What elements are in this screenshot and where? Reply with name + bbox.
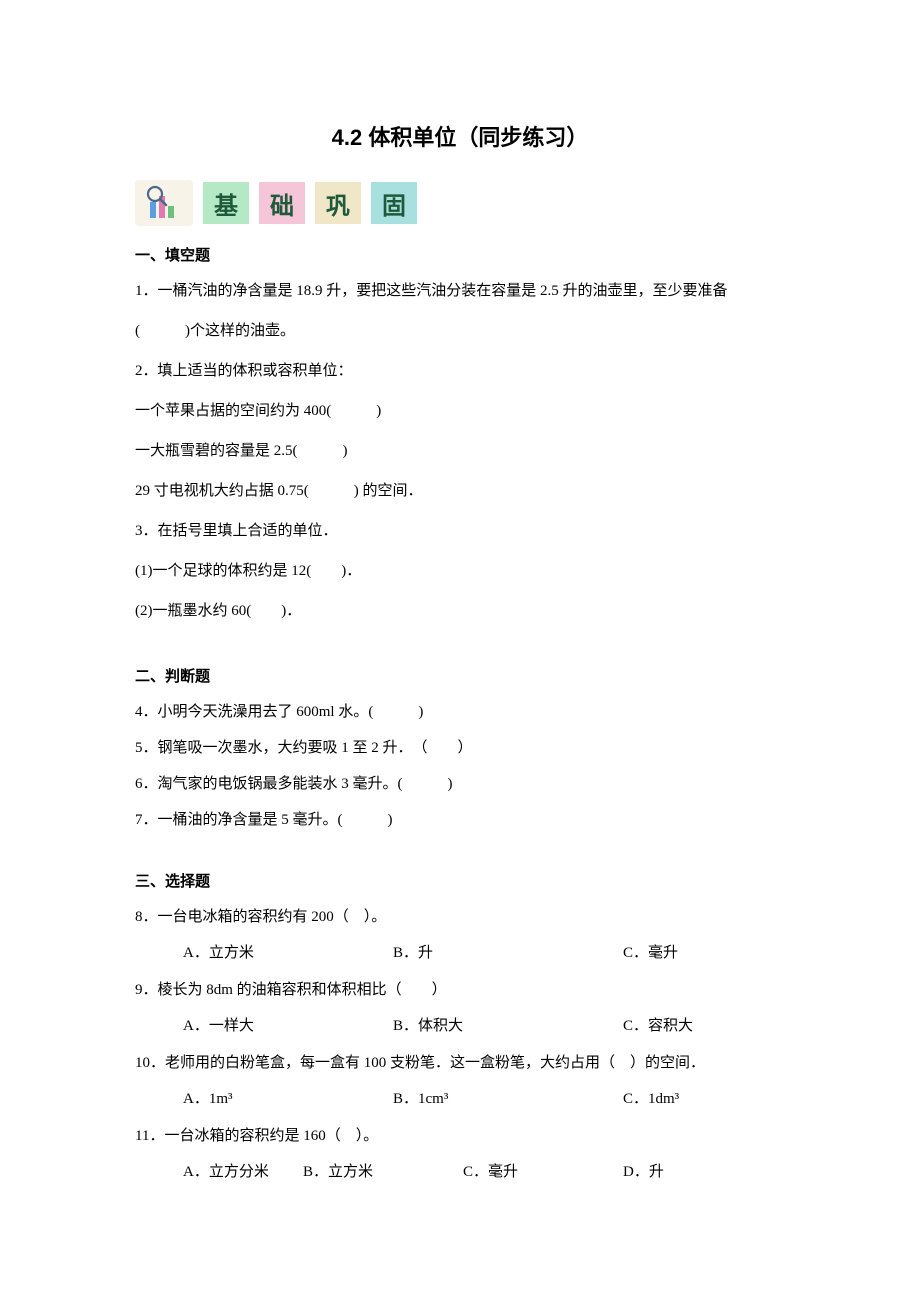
q8-opt-b: B．升 — [393, 941, 623, 962]
q2-sub-b: 一大瓶雪碧的容量是 2.5( ) — [135, 439, 785, 463]
section-3-heading: 三、选择题 — [135, 870, 785, 891]
q11-opt-c: C．毫升 — [463, 1160, 623, 1181]
page-title: 4.2 体积单位（同步练习） — [135, 120, 785, 152]
banner-char-2: 础 — [259, 182, 305, 224]
q10-opt-b: B．1cm³ — [393, 1087, 623, 1108]
q8-opt-a: A．立方米 — [183, 941, 393, 962]
q8-opt-c: C．毫升 — [623, 941, 773, 962]
banner-chars: 基 础 巩 固 — [203, 182, 417, 224]
q9-stem: 9．棱长为 8dm 的油箱容积和体积相比（ ） — [135, 978, 785, 1002]
q5: 5．钢笔吸一次墨水，大约要吸 1 至 2 升． （ ） — [135, 736, 785, 760]
q9-options: A．一样大 B．体积大 C．容积大 — [135, 1014, 785, 1035]
q2-sub-a: 一个苹果占据的空间约为 400( ) — [135, 399, 785, 423]
q10-options: A．1m³ B．1cm³ C．1dm³ — [135, 1087, 785, 1108]
q10-stem: 10．老师用的白粉笔盒，每一盒有 100 支粉笔．这一盒粉笔，大约占用（ ）的空… — [135, 1051, 785, 1075]
q2-stem: 2．填上适当的体积或容积单位： — [135, 359, 785, 383]
banner-char-3: 巩 — [315, 182, 361, 224]
q9-opt-b: B．体积大 — [393, 1014, 623, 1035]
q10-opt-a: A．1m³ — [183, 1087, 393, 1108]
banner-char-4: 固 — [371, 182, 417, 224]
banner-char-1: 基 — [203, 182, 249, 224]
q11-options: A．立方分米 B．立方米 C．毫升 D．升 — [135, 1160, 785, 1181]
q3-sub-1: (1)一个足球的体积约是 12( )． — [135, 559, 785, 583]
q11-opt-d: D．升 — [623, 1160, 664, 1181]
section-1-heading: 一、填空题 — [135, 244, 785, 265]
q3-stem: 3．在括号里填上合适的单位． — [135, 519, 785, 543]
section-banner: 基 础 巩 固 — [135, 180, 785, 226]
section-2-heading: 二、判断题 — [135, 665, 785, 686]
q10-opt-c: C．1dm³ — [623, 1087, 773, 1108]
q8-options: A．立方米 B．升 C．毫升 — [135, 941, 785, 962]
q3-sub-2: (2)一瓶墨水约 60( )． — [135, 599, 785, 623]
q6: 6．淘气家的电饭锅最多能装水 3 毫升。( ) — [135, 772, 785, 796]
q1-line2: ( )个这样的油壶。 — [135, 319, 785, 343]
q9-opt-a: A．一样大 — [183, 1014, 393, 1035]
q2-sub-c: 29 寸电视机大约占据 0.75( ) 的空间． — [135, 479, 785, 503]
q8-stem: 8．一台电冰箱的容积约有 200（ ）。 — [135, 905, 785, 929]
q9-opt-c: C．容积大 — [623, 1014, 773, 1035]
q11-opt-a: A．立方分米 — [183, 1160, 303, 1181]
q7: 7．一桶油的净含量是 5 毫升。( ) — [135, 808, 785, 832]
q4: 4．小明今天洗澡用去了 600ml 水。( ) — [135, 700, 785, 724]
q1-line1: 1．一桶汽油的净含量是 18.9 升，要把这些汽油分装在容量是 2.5 升的油壶… — [135, 279, 785, 303]
q11-opt-b: B．立方米 — [303, 1160, 463, 1181]
magnifier-bars-icon — [135, 180, 193, 226]
q11-stem: 11．一台冰箱的容积约是 160（ ）。 — [135, 1124, 785, 1148]
